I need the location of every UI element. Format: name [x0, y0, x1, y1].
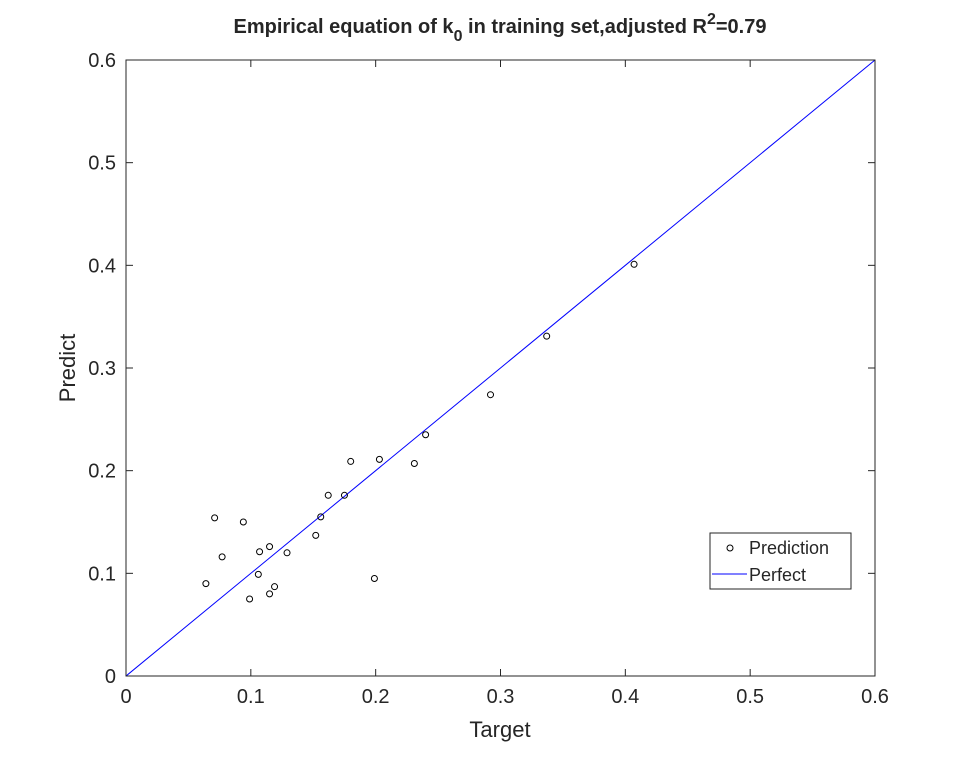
prediction-point	[218, 553, 226, 561]
prediction-point	[340, 491, 348, 499]
prediction-point	[312, 531, 320, 539]
prediction-point	[266, 590, 274, 598]
prediction-point	[487, 391, 495, 399]
x-tick-label: 0.4	[611, 686, 639, 708]
perfect-line	[125, 59, 876, 677]
y-tick-label: 0.3	[88, 358, 116, 380]
prediction-point	[370, 574, 378, 582]
chart-title: Empirical equation of k0 in training set…	[234, 11, 767, 45]
legend-box	[709, 532, 852, 590]
prediction-point	[630, 260, 638, 268]
legend-marker-prediction	[726, 544, 734, 552]
y-tick-label: 0.6	[88, 50, 116, 72]
legend-label-perfect: Perfect	[749, 565, 806, 585]
prediction-point	[543, 332, 551, 340]
prediction-point	[317, 513, 325, 521]
prediction-point	[324, 491, 332, 499]
prediction-point	[271, 583, 279, 591]
y-tick-label: 0	[105, 666, 116, 688]
x-axis-label: Target	[469, 717, 530, 742]
prediction-point	[375, 455, 383, 463]
prediction-point	[202, 580, 210, 588]
y-axis-label: Predict	[55, 334, 80, 402]
prediction-point	[239, 518, 247, 526]
y-tick-label: 0.1	[88, 563, 116, 585]
prediction-point	[347, 457, 355, 465]
legend-label-prediction: Prediction	[749, 538, 829, 558]
x-tick-label: 0.2	[362, 686, 390, 708]
prediction-point	[211, 514, 219, 522]
prediction-point	[410, 459, 418, 467]
y-tick-label: 0.5	[88, 153, 116, 175]
x-tick-label: 0.5	[736, 686, 764, 708]
x-tick-label: 0.3	[487, 686, 515, 708]
prediction-point	[283, 549, 291, 557]
x-tick-label: 0.6	[861, 686, 889, 708]
prediction-point	[266, 543, 274, 551]
prediction-point	[246, 595, 254, 603]
y-tick-label: 0.2	[88, 461, 116, 483]
prediction-point	[254, 570, 262, 578]
x-tick-label: 0.1	[237, 686, 265, 708]
prediction-point	[422, 431, 430, 439]
prediction-point	[256, 548, 264, 556]
y-tick-label: 0.4	[88, 255, 116, 277]
legend: Prediction Perfect	[709, 532, 852, 590]
x-tick-label: 0	[120, 686, 131, 708]
